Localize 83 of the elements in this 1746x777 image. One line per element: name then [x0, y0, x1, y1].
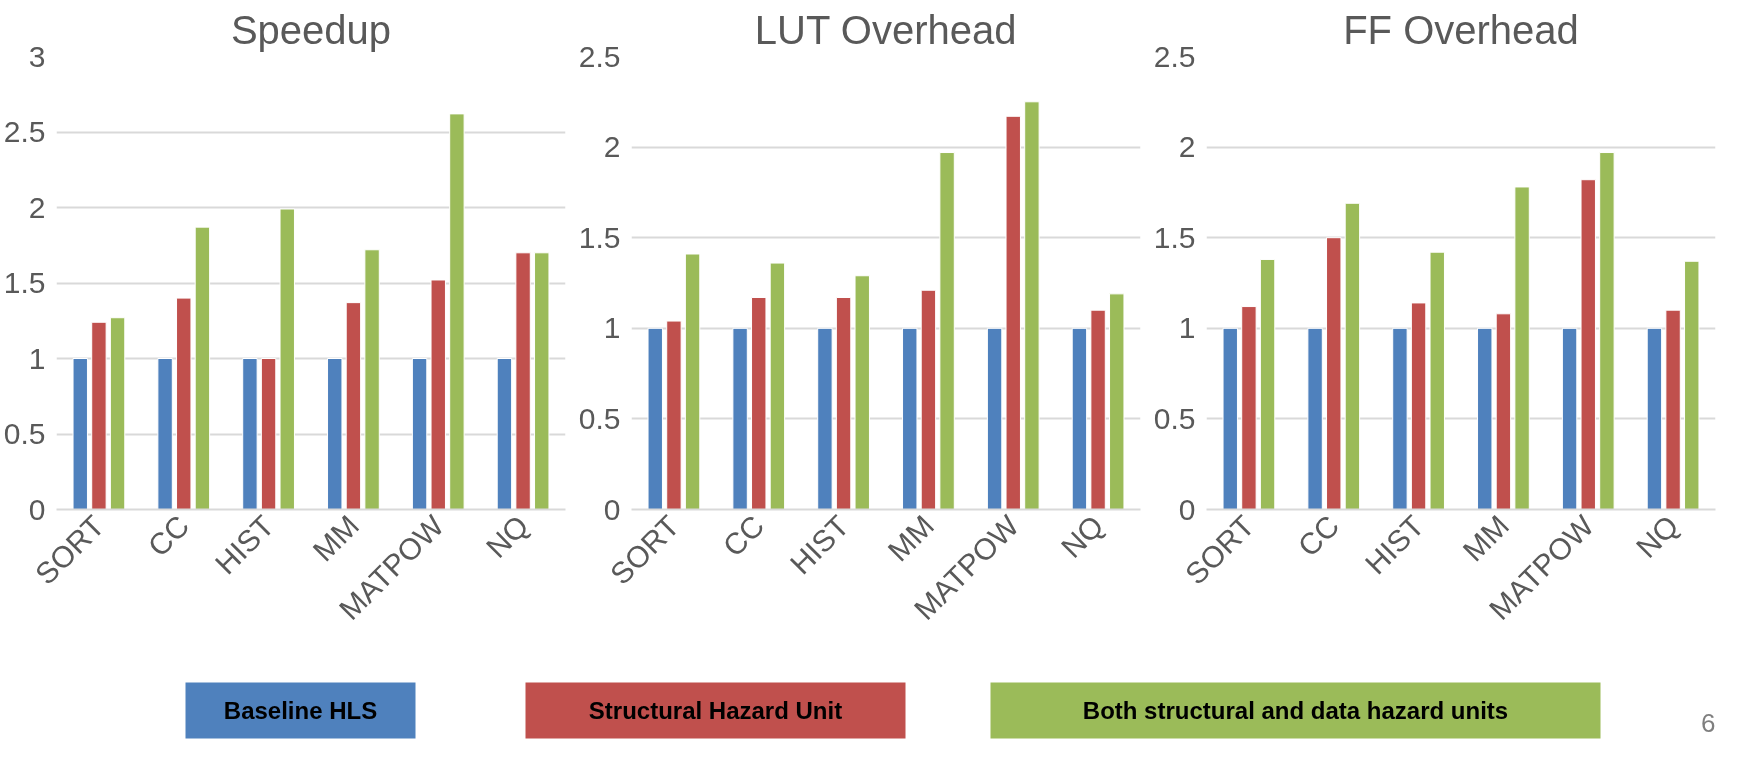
bar	[1561, 327, 1578, 510]
y-tick-label: 1	[1178, 311, 1196, 345]
bar	[157, 358, 173, 510]
bar	[854, 275, 870, 510]
bar	[411, 358, 428, 510]
chart-title: LUT Overhead	[754, 7, 1017, 52]
x-tick-label: CC	[1291, 508, 1346, 563]
bar	[1307, 327, 1323, 510]
bar	[364, 249, 380, 510]
bar	[1222, 327, 1238, 510]
bar	[1646, 327, 1663, 510]
chart-title: FF Overhead	[1343, 7, 1579, 52]
bar	[109, 317, 126, 510]
y-tick-label: 2.5	[3, 115, 46, 148]
bar	[920, 289, 937, 510]
y-tick-label: 0.5	[1153, 401, 1196, 435]
text: Both structural and data hazard units	[1082, 697, 1509, 724]
bar	[1477, 327, 1493, 510]
y-tick-label: 0.5	[3, 417, 46, 450]
bar	[732, 327, 748, 510]
y-tick-label: 0.5	[578, 401, 621, 435]
bar	[1410, 302, 1427, 510]
bar	[449, 113, 465, 510]
y-tick-label: 2	[1178, 130, 1196, 164]
bar	[1109, 293, 1125, 510]
bar	[939, 152, 955, 510]
bar	[176, 297, 192, 510]
bar	[345, 302, 362, 510]
bar	[1259, 258, 1276, 510]
y-tick-label: 3	[28, 39, 46, 73]
bar	[684, 253, 701, 510]
bar	[430, 279, 446, 510]
x-tick-label: NQ	[1629, 508, 1685, 564]
bar	[1024, 101, 1040, 510]
bar	[1005, 115, 1021, 510]
y-tick-label: 1.5	[578, 220, 621, 254]
text: Baseline HLS	[223, 697, 378, 724]
bar	[1599, 152, 1615, 510]
bar	[1241, 306, 1257, 510]
y-tick-label: 2	[603, 130, 621, 164]
bar	[72, 358, 88, 510]
bar	[1580, 179, 1596, 510]
x-tick-label: NQ	[479, 508, 535, 564]
bar	[91, 321, 107, 510]
bar	[1665, 309, 1681, 510]
bar	[496, 358, 513, 510]
bar	[242, 358, 258, 510]
x-tick-label: CC	[716, 508, 771, 563]
bar	[1514, 186, 1530, 510]
bar	[1090, 309, 1106, 510]
bar	[260, 358, 277, 510]
bar	[666, 320, 682, 510]
bar	[279, 208, 295, 510]
y-tick-label: 1.5	[1153, 220, 1196, 254]
bar	[1684, 260, 1700, 510]
bar	[194, 226, 211, 510]
x-tick-label: CC	[141, 508, 196, 563]
bar	[1429, 251, 1445, 510]
bar	[769, 262, 786, 510]
bar	[1344, 202, 1361, 510]
bar	[327, 358, 343, 510]
bar	[1071, 327, 1088, 510]
bar	[1326, 237, 1342, 510]
bar	[1392, 327, 1408, 510]
y-tick-label: 2.5	[578, 39, 621, 73]
bar	[986, 327, 1003, 510]
bar	[751, 297, 767, 510]
text: 6	[1701, 707, 1716, 738]
y-tick-label: 2	[28, 190, 46, 224]
bar	[902, 327, 918, 510]
bar	[817, 327, 833, 510]
y-tick-label: 1.5	[3, 266, 46, 299]
bar	[534, 252, 550, 510]
y-tick-label: 2.5	[1153, 39, 1196, 73]
chart-title: Speedup	[230, 7, 392, 52]
x-tick-label: NQ	[1054, 508, 1110, 564]
bar	[835, 297, 852, 510]
bar	[647, 327, 663, 510]
y-tick-label: 1	[28, 341, 46, 375]
text: Structural Hazard Unit	[588, 697, 843, 724]
y-tick-label: 1	[603, 311, 621, 345]
bar	[1495, 313, 1512, 510]
bar	[515, 252, 531, 510]
